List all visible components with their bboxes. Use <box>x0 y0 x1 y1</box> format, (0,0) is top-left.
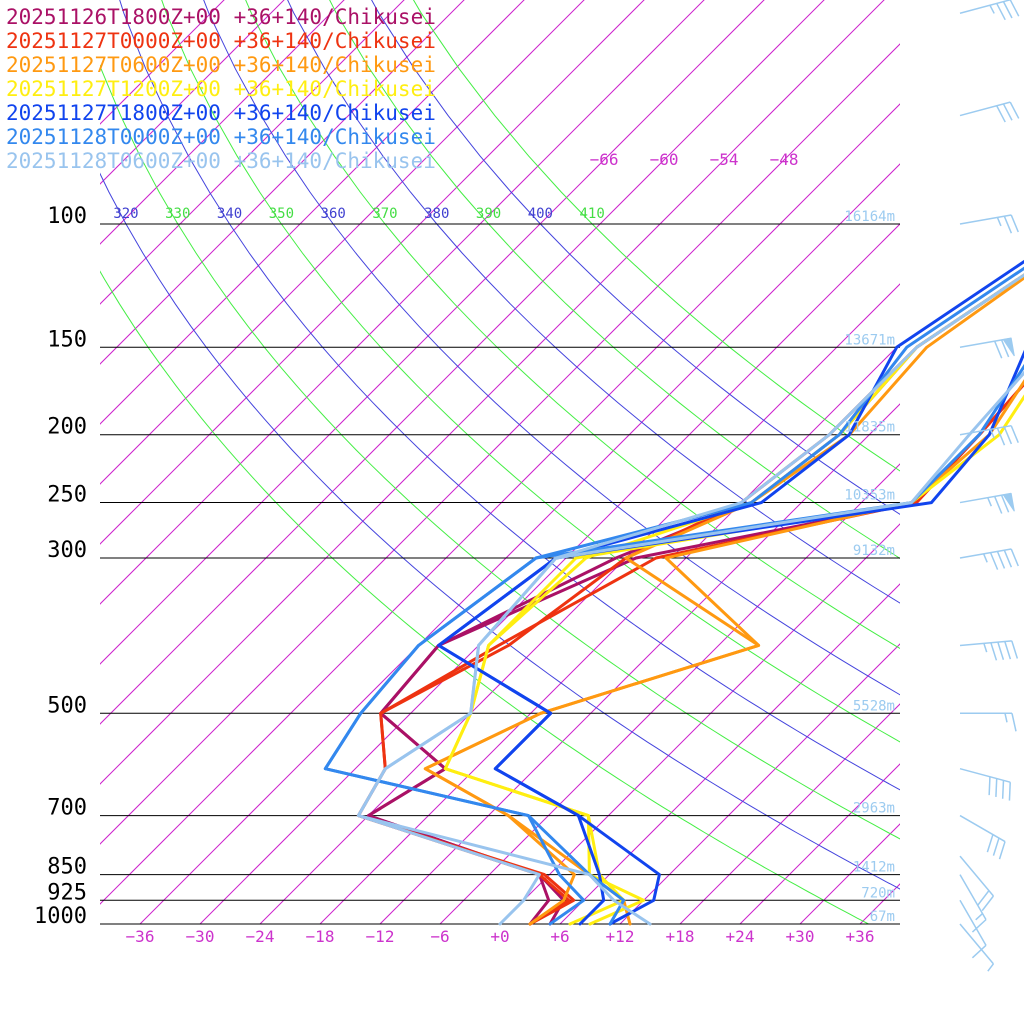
axis-labels: 320 330 340 350 360 370 380 390 400 410 100 150 200 2… <box>34 150 895 946</box>
theta-label: 380 <box>424 206 449 222</box>
wind-barb <box>959 767 1011 801</box>
temperature-tick-label: −6 <box>430 927 449 946</box>
height-label: 13671m <box>844 332 895 348</box>
isobars <box>100 223 900 925</box>
height-label: 720m <box>861 885 895 901</box>
isotherm-line <box>799 823 900 924</box>
wind-barbs <box>959 0 1020 972</box>
legend-entry: 20251127T1800Z+00 +36+140/Chikusei <box>6 101 436 125</box>
theta-label: 390 <box>476 206 501 222</box>
isotherm-line <box>980 0 1024 924</box>
isotherm-line <box>379 403 900 924</box>
temperature-tick-label: −24 <box>246 927 275 946</box>
wind-barb <box>959 0 1020 21</box>
pressure-tick-label: 250 <box>47 483 87 508</box>
wind-barb <box>959 101 1020 123</box>
isotherm-line <box>100 0 225 125</box>
pressure-tick-label: 700 <box>47 796 87 821</box>
temperature-profile-line <box>323 363 1024 926</box>
wind-barb <box>959 214 1019 234</box>
wind-barb <box>959 855 995 912</box>
legend-entry: 20251128T0000Z+00 +36+140/Chikusei <box>6 125 436 149</box>
wind-barb <box>959 874 987 933</box>
legend-entry: 20251127T0600Z+00 +36+140/Chikusei <box>6 53 436 77</box>
pressure-tick-label: 850 <box>47 855 87 880</box>
isotherm-line <box>100 0 285 185</box>
wind-barb <box>959 492 1015 514</box>
isotherm-line <box>920 0 1024 924</box>
wind-barb <box>959 424 1019 446</box>
height-label: 1412m <box>853 860 895 876</box>
pressure-tick-label: 1000 <box>34 904 87 929</box>
temperature-tick-label: −12 <box>366 927 395 946</box>
pressure-tick-label: 925 <box>47 880 87 905</box>
temperature-tick-label: +12 <box>606 927 635 946</box>
isotherm-label: −48 <box>770 150 799 169</box>
pressure-tick-label: 150 <box>47 327 87 352</box>
sounding-profiles <box>323 259 1024 926</box>
isotherm-label: −60 <box>650 150 679 169</box>
isotherm-label: −54 <box>710 150 739 169</box>
height-label: 67m <box>870 909 895 925</box>
theta-label: 340 <box>217 206 242 222</box>
temperature-tick-label: −36 <box>126 927 155 946</box>
isotherm-line <box>559 583 900 924</box>
isotherm-line <box>619 643 900 924</box>
wind-barb <box>959 640 1019 661</box>
temperature-profile-line <box>423 379 1024 926</box>
wind-barb <box>959 814 1006 860</box>
isotherm-line <box>100 0 465 365</box>
temperature-profile-line <box>443 394 1024 926</box>
legend-entry: 20251127T0000Z+00 +36+140/Chikusei <box>6 29 436 53</box>
isotherm-line <box>100 0 525 425</box>
isotherm-label: −66 <box>590 150 619 169</box>
isotherm-line <box>439 463 900 924</box>
legend-entry: 20251126T1800Z+00 +36+140/Chikusei <box>6 5 436 29</box>
isotherm-line <box>679 703 900 924</box>
isotherm-line <box>859 883 900 924</box>
wind-barb <box>959 548 1019 570</box>
pressure-tick-label: 100 <box>47 204 87 229</box>
wind-barb <box>960 712 1017 732</box>
temperature-tick-label: +36 <box>846 927 875 946</box>
temperature-tick-label: +24 <box>726 927 755 946</box>
pressure-tick-label: 500 <box>47 693 87 718</box>
theta-label: 400 <box>528 206 553 222</box>
temperature-tick-label: −18 <box>306 927 335 946</box>
pressure-tick-label: 200 <box>47 415 87 440</box>
wind-barb <box>959 899 987 959</box>
height-label: 11835m <box>844 420 895 436</box>
temperature-profile-line <box>356 370 1024 926</box>
theta-label: 360 <box>321 206 346 222</box>
height-label: 9132m <box>853 543 895 559</box>
theta-label: 330 <box>165 206 190 222</box>
height-label: 5528m <box>853 698 895 714</box>
legend-entry: 20251128T0600Z+00 +36+140/Chikusei <box>6 149 436 173</box>
wind-barb <box>959 337 1015 359</box>
isotherm-line <box>499 523 900 924</box>
theta-label: 410 <box>580 206 605 222</box>
wind-barb <box>959 923 995 972</box>
legend: 20251126T1800Z+00 +36+140/Chikusei202511… <box>6 5 436 173</box>
height-label: 10353m <box>844 488 895 504</box>
pressure-tick-label: 300 <box>47 538 87 563</box>
isotherm-line <box>100 0 405 305</box>
temperature-profile-line <box>437 349 1024 926</box>
temperature-tick-label: +0 <box>490 927 509 946</box>
temperature-tick-label: +6 <box>550 927 569 946</box>
temperature-tick-label: +18 <box>666 927 695 946</box>
theta-label: 350 <box>269 206 294 222</box>
temperature-tick-label: −30 <box>186 927 215 946</box>
theta-label: 370 <box>372 206 397 222</box>
dry-adiabat-line <box>371 0 900 515</box>
isotherm-line <box>100 0 345 245</box>
height-label: 2963m <box>853 801 895 817</box>
temperature-tick-label: +30 <box>786 927 815 946</box>
theta-label: 320 <box>113 206 138 222</box>
dry-adiabat-line <box>412 0 900 472</box>
legend-entry: 20251127T1200Z+00 +36+140/Chikusei <box>6 77 436 101</box>
height-label: 16164m <box>844 209 895 225</box>
